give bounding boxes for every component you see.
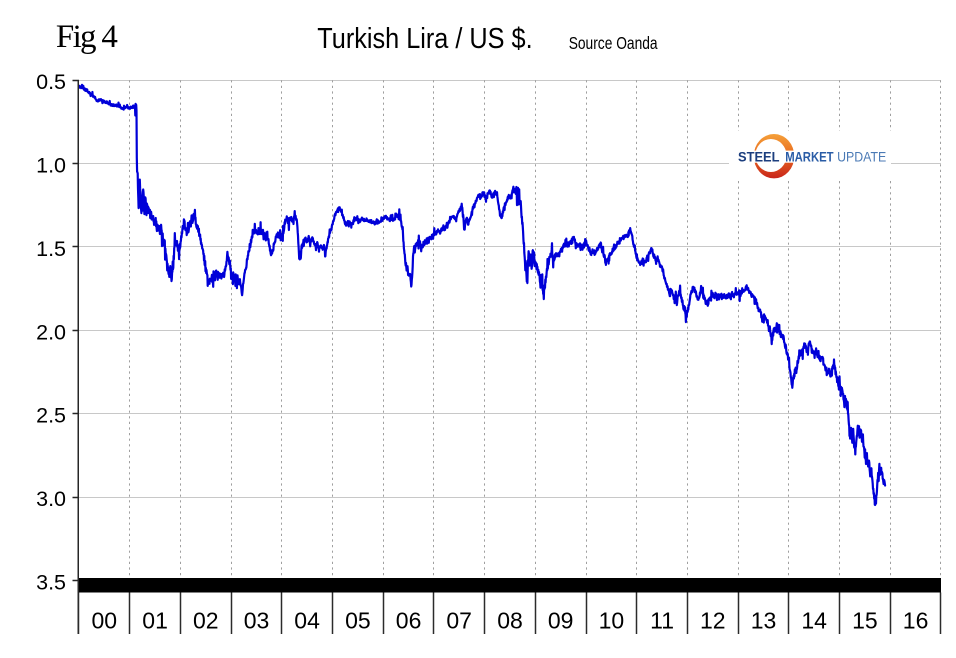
svg-text:15: 15: [852, 608, 878, 634]
svg-text:STEEL: STEEL: [738, 148, 780, 164]
svg-text:11: 11: [650, 608, 674, 634]
svg-text:03: 03: [244, 608, 270, 634]
svg-text:0.5: 0.5: [36, 70, 66, 94]
svg-text:1.0: 1.0: [36, 154, 66, 178]
svg-text:2.0: 2.0: [36, 320, 66, 344]
svg-text:MARKET: MARKET: [785, 148, 834, 164]
svg-text:04: 04: [294, 608, 320, 634]
svg-text:10: 10: [599, 608, 625, 634]
svg-text:Source Oanda: Source Oanda: [569, 33, 658, 53]
svg-text:14: 14: [801, 608, 827, 634]
svg-text:2.5: 2.5: [36, 404, 66, 428]
svg-text:01: 01: [142, 608, 168, 634]
svg-text:Turkish Lira / US $.: Turkish Lira / US $.: [317, 23, 532, 55]
svg-text:07: 07: [446, 608, 472, 634]
svg-text:3.5: 3.5: [36, 571, 66, 595]
svg-text:UPDATE: UPDATE: [837, 148, 886, 164]
svg-text:Fig 4: Fig 4: [56, 19, 118, 55]
svg-text:09: 09: [548, 608, 574, 634]
svg-text:13: 13: [751, 608, 777, 634]
svg-text:1.5: 1.5: [36, 237, 66, 261]
svg-text:05: 05: [345, 608, 371, 634]
svg-text:16: 16: [903, 608, 929, 634]
svg-text:00: 00: [92, 608, 118, 634]
svg-text:06: 06: [396, 608, 422, 634]
svg-text:02: 02: [193, 608, 219, 634]
svg-text:12: 12: [700, 608, 726, 634]
svg-text:08: 08: [497, 608, 523, 634]
svg-text:3.0: 3.0: [36, 487, 66, 511]
